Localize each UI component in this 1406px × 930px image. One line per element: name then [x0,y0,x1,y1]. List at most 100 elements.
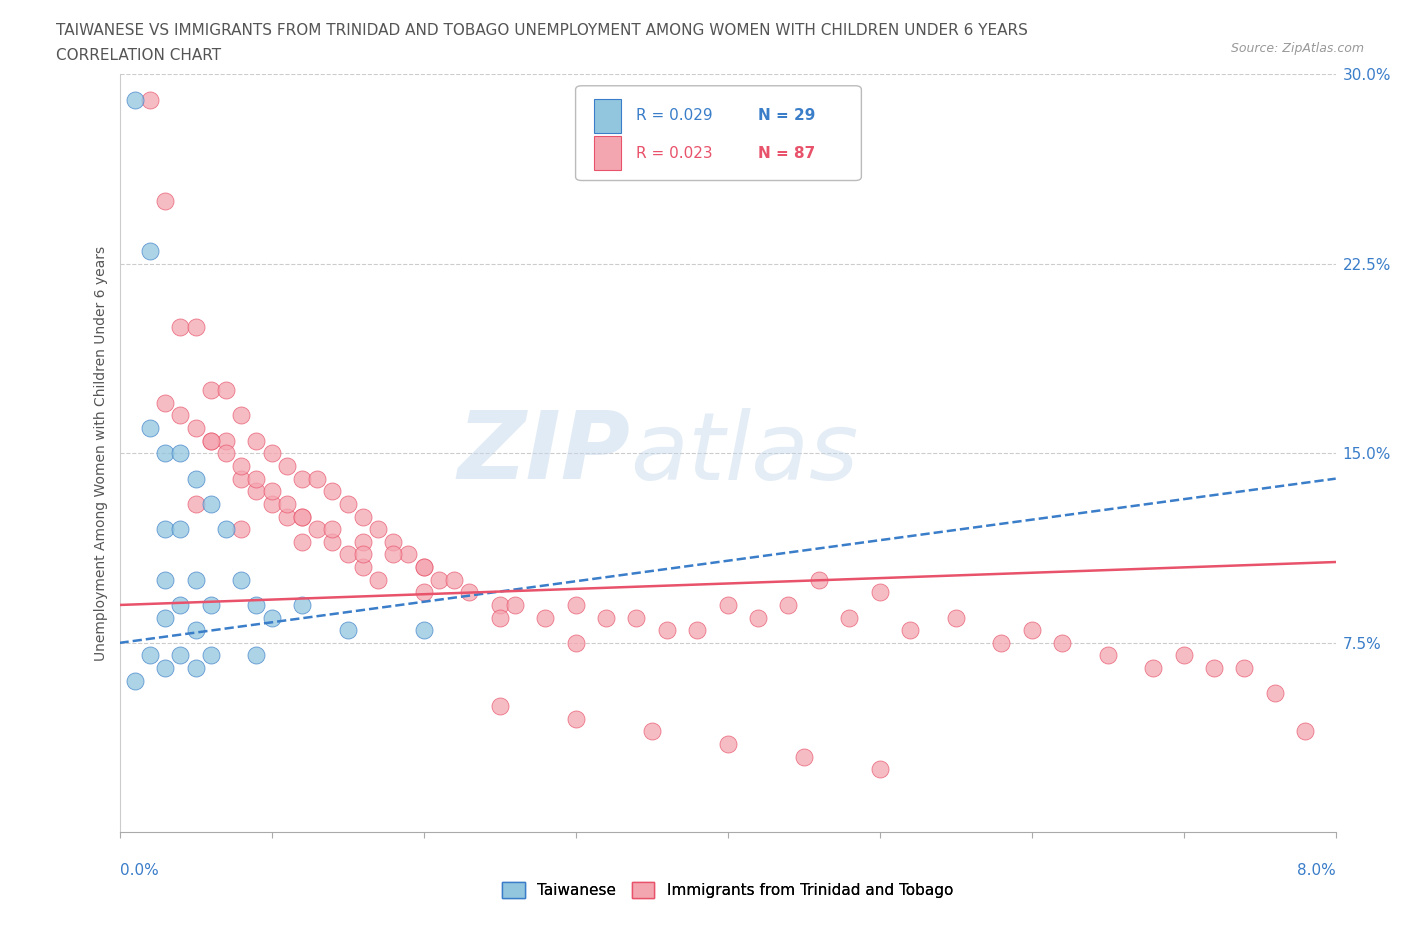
Point [231,572,253,587]
Point [869,762,891,777]
Point [200,433,222,448]
Point [778,598,800,613]
Point [184,420,207,435]
Point [336,547,359,562]
Point [747,610,769,625]
Point [291,472,314,486]
Point [352,560,374,575]
Point [640,724,662,738]
Text: R = 0.029: R = 0.029 [637,108,713,123]
Point [869,585,891,600]
Point [153,395,176,410]
Point [260,497,283,512]
Point [367,572,389,587]
Point [686,623,709,638]
Point [276,497,298,512]
Point [1233,660,1256,675]
Point [245,472,267,486]
Point [169,648,191,663]
Point [945,610,967,625]
Point [231,472,253,486]
Point [200,598,222,613]
FancyBboxPatch shape [593,136,620,170]
Point [1021,623,1043,638]
Point [153,572,176,587]
Text: N = 87: N = 87 [758,146,815,161]
Text: Source: ZipAtlas.com: Source: ZipAtlas.com [1230,42,1364,55]
Point [807,572,830,587]
Point [838,610,860,625]
Text: 0.0%: 0.0% [120,863,159,878]
Point [184,320,207,335]
Point [200,497,222,512]
Text: R = 0.023: R = 0.023 [637,146,713,161]
Point [184,623,207,638]
Point [139,420,162,435]
Point [307,522,329,537]
Point [139,648,162,663]
Point [717,598,740,613]
Point [1142,660,1164,675]
Point [124,673,146,688]
Point [1097,648,1119,663]
Point [626,610,648,625]
Point [184,497,207,512]
Point [153,660,176,675]
Point [336,497,359,512]
Point [488,598,510,613]
Point [245,598,267,613]
Point [184,472,207,486]
Point [503,598,526,613]
Point [291,509,314,524]
Point [564,635,586,650]
Point [231,458,253,473]
Point [321,522,343,537]
Point [382,547,405,562]
Point [443,572,465,587]
Point [412,585,434,600]
Point [276,458,298,473]
Point [367,522,389,537]
Point [291,598,314,613]
Point [321,484,343,498]
Point [139,244,162,259]
Point [139,92,162,107]
Point [260,445,283,460]
Point [291,535,314,550]
Point [153,522,176,537]
Point [1050,635,1073,650]
Point [245,433,267,448]
Point [245,484,267,498]
Point [231,408,253,423]
Point [169,522,191,537]
Point [336,623,359,638]
Point [990,635,1012,650]
Point [352,547,374,562]
Point [153,610,176,625]
Point [898,623,921,638]
Point [215,445,238,460]
Point [169,598,191,613]
FancyBboxPatch shape [575,86,862,180]
Point [169,408,191,423]
Point [396,547,419,562]
Text: TAIWANESE VS IMMIGRANTS FROM TRINIDAD AND TOBAGO UNEMPLOYMENT AMONG WOMEN WITH C: TAIWANESE VS IMMIGRANTS FROM TRINIDAD AN… [56,23,1028,38]
Text: N = 29: N = 29 [758,108,815,123]
Point [382,535,405,550]
Text: 8.0%: 8.0% [1296,863,1336,878]
Point [124,92,146,107]
Point [169,445,191,460]
Point [1294,724,1316,738]
Text: CORRELATION CHART: CORRELATION CHART [56,48,221,63]
Point [260,484,283,498]
Point [200,383,222,398]
Point [427,572,450,587]
Point [184,572,207,587]
Point [793,750,815,764]
Point [1264,686,1286,701]
Point [200,433,222,448]
Point [169,320,191,335]
Text: ZIP: ZIP [457,407,630,499]
Point [1202,660,1225,675]
Point [276,509,298,524]
